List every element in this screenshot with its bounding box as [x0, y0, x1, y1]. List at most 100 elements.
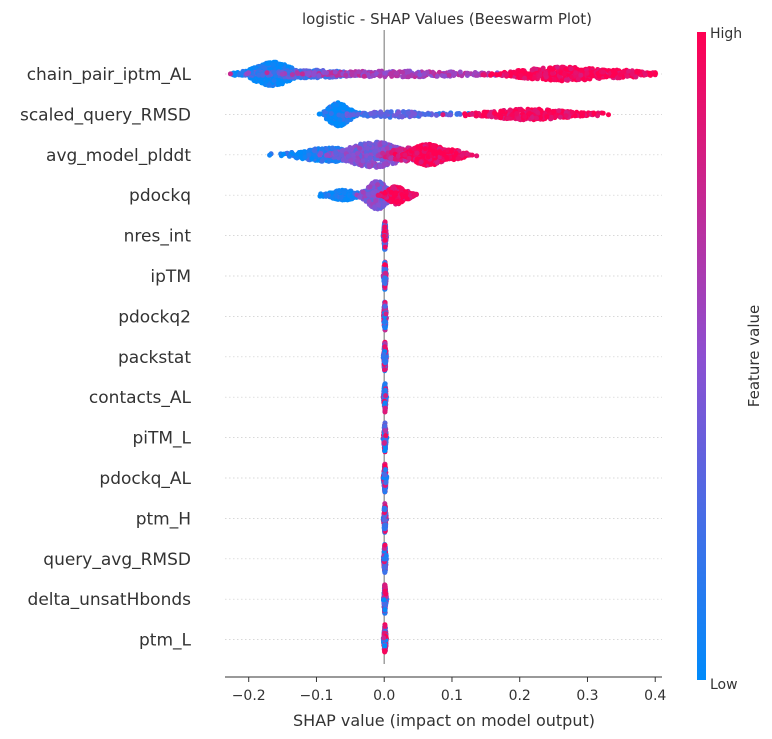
data-point [538, 115, 543, 120]
data-point [434, 112, 439, 118]
data-point [412, 111, 417, 117]
data-point [455, 156, 461, 162]
data-point [401, 74, 407, 79]
data-point [367, 184, 373, 190]
data-point [382, 244, 388, 250]
data-point [358, 141, 363, 147]
data-point [557, 114, 563, 120]
data-point [464, 70, 470, 76]
data-point [573, 70, 579, 76]
data-point [323, 193, 329, 199]
data-point [621, 69, 627, 75]
data-point [482, 72, 487, 78]
data-point [568, 66, 574, 72]
data-point [388, 109, 394, 115]
data-point [367, 155, 373, 161]
data-point [382, 190, 388, 196]
data-point [405, 68, 411, 74]
data-point [514, 111, 520, 116]
data-point [376, 202, 381, 208]
feature-points [380, 259, 389, 292]
data-point [516, 116, 522, 122]
data-point [421, 71, 427, 77]
data-point [372, 148, 378, 154]
data-point [324, 152, 330, 158]
data-point [451, 72, 457, 78]
data-point [311, 148, 317, 154]
data-point [453, 150, 459, 156]
data-point [529, 67, 535, 73]
data-point [382, 275, 388, 280]
data-point [339, 113, 345, 119]
data-point [328, 111, 334, 116]
data-point [509, 112, 515, 118]
data-point [396, 109, 402, 115]
data-point [434, 160, 440, 166]
data-point [330, 195, 335, 201]
data-point [438, 150, 444, 156]
data-point [442, 73, 447, 79]
data-point [652, 70, 658, 76]
data-point [276, 81, 281, 87]
data-point [551, 109, 557, 115]
data-point [279, 71, 285, 77]
data-point [629, 71, 635, 77]
data-point [262, 65, 268, 71]
data-point [496, 112, 502, 118]
data-point [360, 158, 366, 164]
data-point [456, 111, 462, 116]
data-point [540, 65, 546, 71]
data-point [372, 110, 378, 116]
data-point [448, 112, 454, 118]
data-point [642, 72, 648, 78]
data-point [365, 145, 371, 151]
data-point [370, 190, 376, 196]
data-point [575, 76, 581, 82]
data-point [440, 112, 446, 118]
data-point [500, 109, 506, 115]
data-point [332, 102, 338, 108]
data-point [306, 152, 312, 158]
data-point [381, 351, 387, 357]
data-point [633, 74, 639, 80]
data-point [383, 393, 389, 399]
data-point [330, 145, 335, 151]
data-point [535, 110, 541, 115]
data-point [411, 191, 417, 197]
data-point [324, 70, 329, 76]
data-point [279, 62, 285, 67]
data-point [285, 64, 291, 70]
data-point [299, 71, 305, 77]
data-point [328, 119, 334, 124]
data-point [382, 367, 387, 373]
data-point [316, 73, 322, 79]
data-point [265, 61, 271, 66]
data-point [578, 110, 584, 116]
data-point [399, 191, 405, 197]
data-point [251, 78, 257, 83]
data-point [343, 72, 349, 78]
chart-title: logistic - SHAP Values (Beeswarm Plot) [302, 10, 592, 28]
data-point [578, 72, 584, 78]
data-point [270, 62, 276, 68]
data-point [469, 111, 475, 117]
data-point [356, 69, 362, 75]
data-point [338, 101, 344, 107]
data-point [227, 71, 233, 77]
data-point [281, 151, 286, 157]
data-point [355, 158, 361, 164]
data-point [505, 116, 511, 121]
data-point [491, 110, 497, 116]
data-point [388, 189, 394, 195]
data-point [522, 75, 528, 81]
data-point [306, 70, 312, 76]
data-point [647, 72, 653, 78]
data-point [267, 152, 273, 158]
data-point [610, 73, 616, 79]
data-point [457, 69, 463, 75]
data-point [365, 72, 371, 78]
data-point [349, 71, 355, 77]
data-point [361, 73, 367, 79]
data-point [544, 114, 550, 120]
